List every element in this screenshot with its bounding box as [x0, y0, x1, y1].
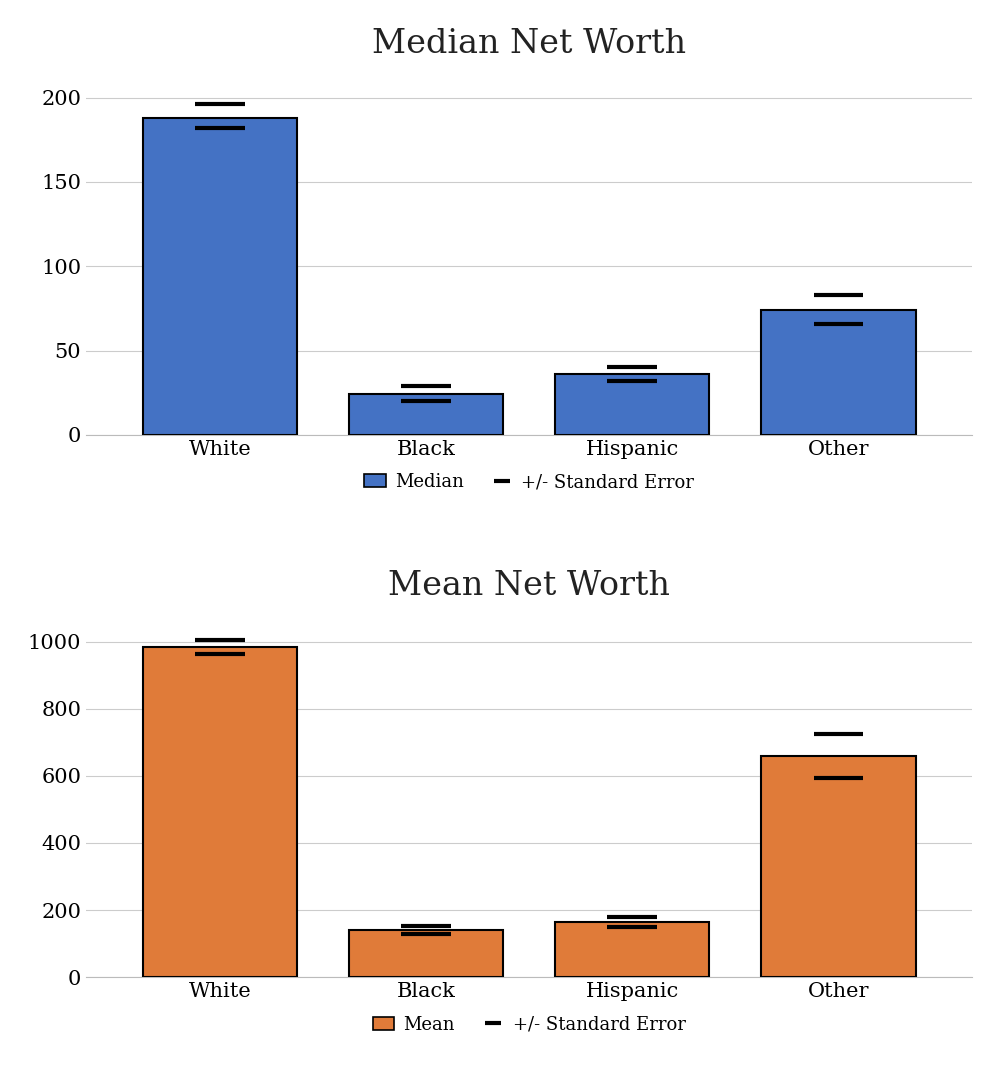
Bar — [555, 922, 709, 977]
Bar — [143, 118, 297, 435]
Bar — [555, 374, 709, 435]
Legend: Mean, +/- Standard Error: Mean, +/- Standard Error — [366, 1008, 693, 1041]
Bar — [761, 310, 916, 435]
Bar — [143, 647, 297, 977]
Legend: Median, +/- Standard Error: Median, +/- Standard Error — [357, 466, 702, 498]
Bar — [349, 930, 503, 977]
Bar — [349, 394, 503, 435]
Bar — [761, 756, 916, 977]
Title: Mean Net Worth: Mean Net Worth — [388, 570, 670, 602]
Title: Median Net Worth: Median Net Worth — [372, 28, 686, 60]
